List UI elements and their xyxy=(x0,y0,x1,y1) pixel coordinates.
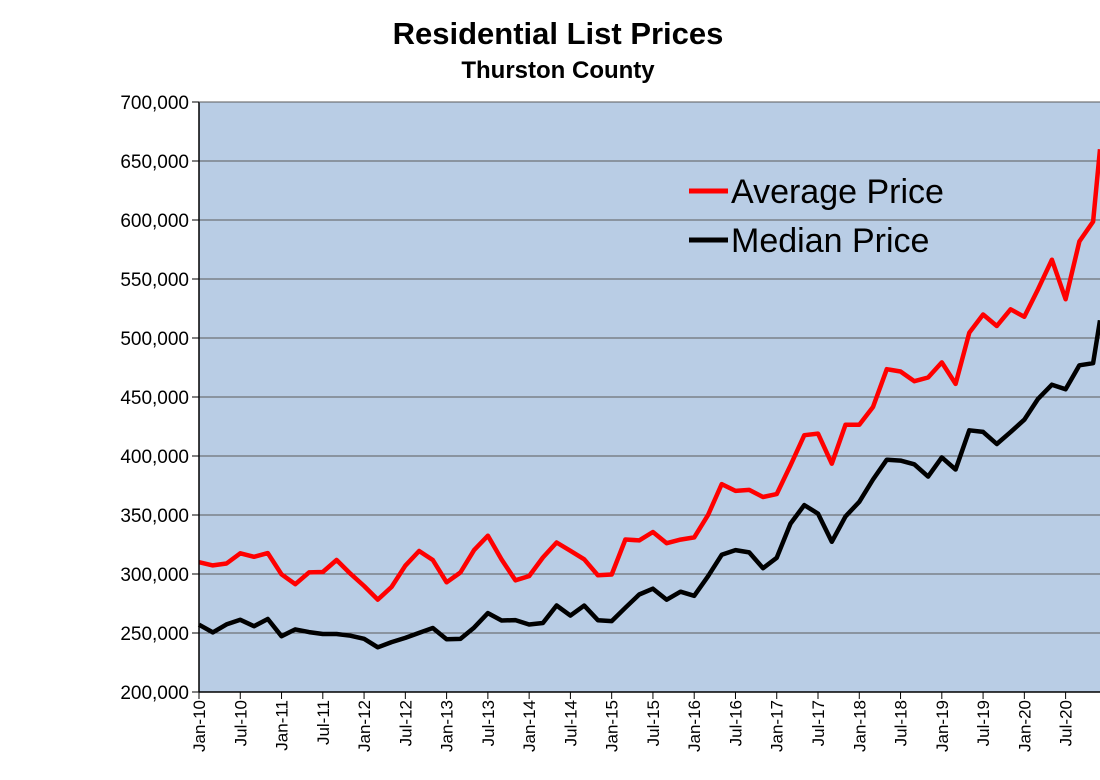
y-tick-label: 500,000 xyxy=(120,329,189,350)
x-tick-label: Jan-19 xyxy=(933,700,952,752)
series-lines xyxy=(197,148,1100,650)
x-tick-label: Jan-16 xyxy=(685,700,704,752)
x-tick-label: Jul-13 xyxy=(479,700,498,746)
y-tick-label: 250,000 xyxy=(120,624,189,645)
chart-title: Residential List Prices xyxy=(392,16,724,51)
x-tick-label: Jul-12 xyxy=(396,700,415,746)
legend: Average Price Median Price xyxy=(689,173,944,260)
x-tick-label: Jul-10 xyxy=(231,700,250,746)
x-tick-label: Jul-16 xyxy=(726,700,745,746)
legend-label: Median Price xyxy=(731,222,929,260)
x-tick-label: Jul-17 xyxy=(809,700,828,746)
x-tick-label: Jan-17 xyxy=(768,700,787,752)
x-tick-label: Jan-13 xyxy=(438,700,457,752)
axes xyxy=(198,101,1100,693)
x-tick-label: Jan-14 xyxy=(520,700,539,752)
x-tick-label: Jan-12 xyxy=(355,700,374,752)
x-tick-label: Jan-10 xyxy=(190,700,209,752)
series-line-average-price xyxy=(198,148,1100,602)
y-tick-label: 200,000 xyxy=(120,683,189,704)
x-tick-label: Jul-11 xyxy=(314,700,333,745)
x-tick-label: Jul-14 xyxy=(561,700,580,746)
legend-label: Average Price xyxy=(731,173,944,211)
x-tick-label: Jan-15 xyxy=(603,700,622,752)
x-tick-label: Jan-20 xyxy=(1015,700,1034,752)
x-tick-label: Jul-18 xyxy=(892,700,911,746)
x-tick-label: Jan-18 xyxy=(850,700,869,752)
y-tick-label: 600,000 xyxy=(120,211,189,232)
y-tick-label: 700,000 xyxy=(120,93,189,114)
y-tick-label: 300,000 xyxy=(120,565,189,586)
y-tick-label: 450,000 xyxy=(120,388,189,409)
series-line-median-price xyxy=(197,319,1100,650)
chart-subtitle: Thurston County xyxy=(461,57,655,84)
x-axis-ticks: Jan-10 Jul-10 Jan-11 Jul-11 Jan-12 Jul-12 Jan-… xyxy=(190,692,1076,752)
x-tick-label: Jul-20 xyxy=(1057,700,1076,746)
y-tick-label: 350,000 xyxy=(120,506,189,527)
y-tick-label: 550,000 xyxy=(120,270,189,291)
y-tick-label: 400,000 xyxy=(120,447,189,468)
y-axis-ticks: 200,000 250,000 300,000 350,000 400,000 450,0… xyxy=(120,93,199,704)
x-tick-label: Jul-19 xyxy=(974,700,993,746)
x-tick-label: Jul-15 xyxy=(644,700,663,746)
y-tick-label: 650,000 xyxy=(120,152,189,173)
x-tick-label: Jan-11 xyxy=(273,700,292,751)
